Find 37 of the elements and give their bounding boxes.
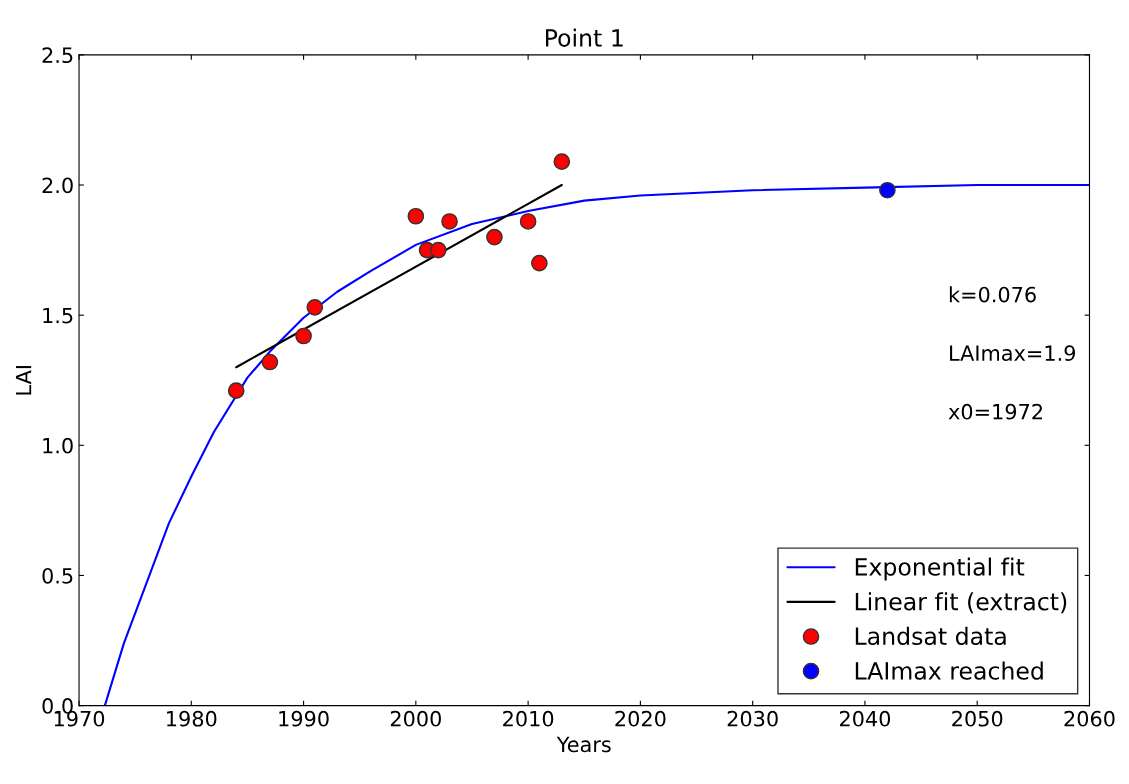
y-tick-label: 1.0 <box>43 437 73 454</box>
point <box>486 228 503 246</box>
y-axis-title: LAI <box>15 366 32 395</box>
y-tick-label: 2.0 <box>42 177 73 194</box>
point <box>429 241 447 259</box>
x-axis-title: Years <box>556 736 611 753</box>
legend-label: Exponential fit <box>855 557 1025 581</box>
x-tick-label: 2020 <box>615 710 666 727</box>
y-tick-label: 0.5 <box>42 567 73 584</box>
annotation: x0=1972 <box>948 403 1042 420</box>
x-tick-label: 1980 <box>167 710 217 727</box>
legend-label: Linear fit (extract) <box>855 592 1067 614</box>
x-tick-label: 2050 <box>952 710 1003 727</box>
line-series <box>103 183 1090 706</box>
point <box>227 382 245 399</box>
point <box>531 254 548 272</box>
point <box>553 153 571 170</box>
annotation: LAImax=1.9 <box>950 345 1076 362</box>
point <box>879 181 896 199</box>
point <box>306 299 324 316</box>
legend-label: LAImax reached <box>855 661 1043 680</box>
x-tick-label: 2000 <box>390 710 441 727</box>
chart-title: Point 1 <box>546 28 623 47</box>
x-tick-label: 2060 <box>1064 710 1115 727</box>
point <box>441 213 458 230</box>
point <box>407 207 425 225</box>
x-tick-label: 2010 <box>503 710 554 727</box>
y-tick-label: 1.5 <box>43 307 73 324</box>
x-tick-label: 2030 <box>727 710 778 727</box>
x-tick-label: 2040 <box>839 710 891 727</box>
y-tick-label: 2.5 <box>42 47 73 64</box>
annotation: k=0.076 <box>949 286 1036 303</box>
point <box>295 327 312 345</box>
point <box>519 213 537 230</box>
legend-label: Landsat data <box>855 626 1006 646</box>
point <box>261 353 279 371</box>
x-tick-label: 1990 <box>279 710 329 727</box>
